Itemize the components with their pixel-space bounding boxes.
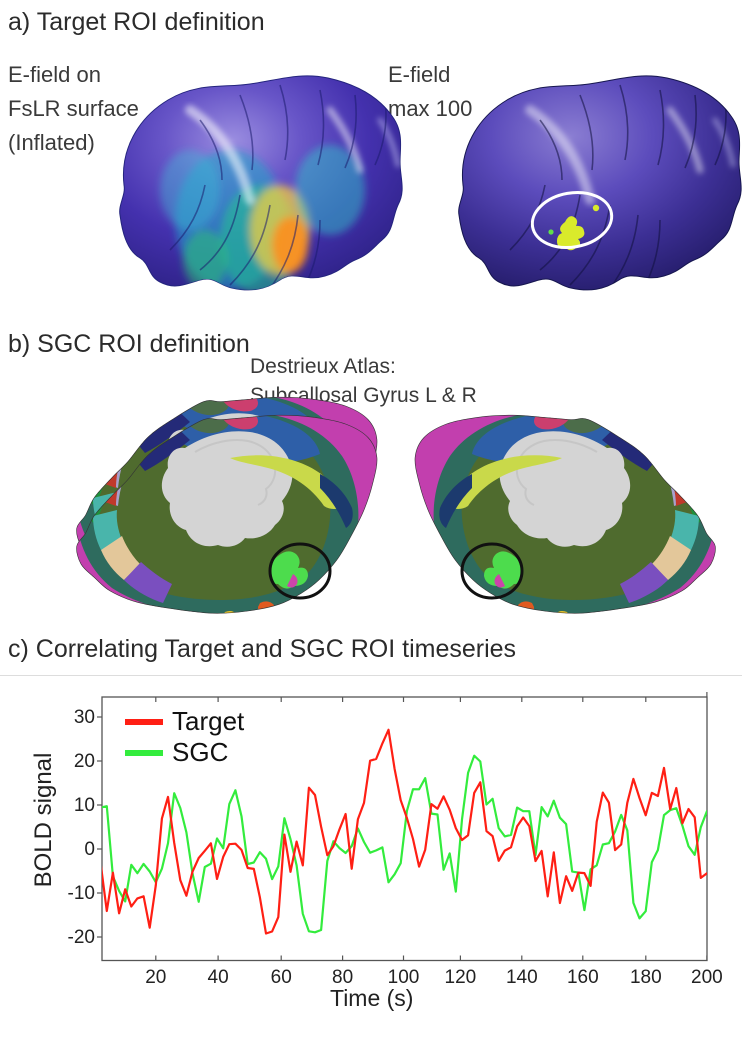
svg-text:SGC: SGC bbox=[172, 737, 228, 767]
svg-text:20: 20 bbox=[74, 751, 95, 772]
svg-text:80: 80 bbox=[332, 967, 353, 988]
svg-text:30: 30 bbox=[74, 707, 95, 728]
svg-text:-20: -20 bbox=[68, 927, 95, 948]
svg-text:200: 200 bbox=[691, 967, 723, 988]
svg-text:100: 100 bbox=[388, 967, 420, 988]
svg-text:160: 160 bbox=[567, 967, 599, 988]
svg-text:-10: -10 bbox=[68, 883, 95, 904]
svg-text:40: 40 bbox=[208, 967, 229, 988]
svg-text:140: 140 bbox=[506, 967, 538, 988]
svg-text:180: 180 bbox=[630, 967, 662, 988]
svg-text:10: 10 bbox=[74, 795, 95, 816]
svg-text:60: 60 bbox=[271, 967, 292, 988]
svg-text:Target: Target bbox=[172, 706, 245, 736]
svg-text:20: 20 bbox=[145, 967, 166, 988]
svg-text:120: 120 bbox=[445, 967, 477, 988]
svg-text:0: 0 bbox=[84, 839, 95, 860]
